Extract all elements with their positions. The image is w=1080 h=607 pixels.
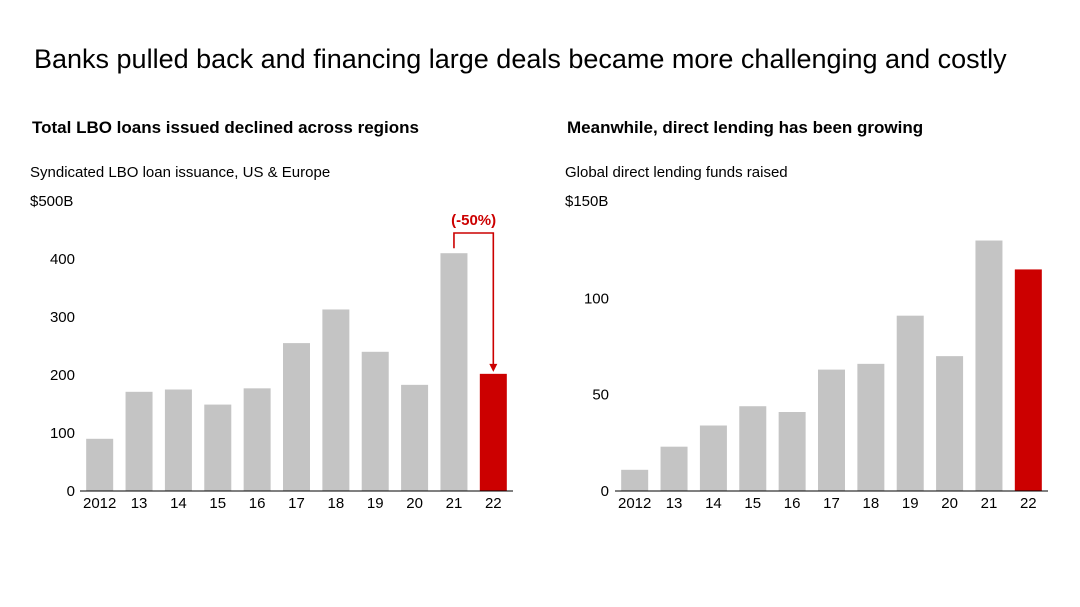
direct-lending-bar-2012 xyxy=(621,469,649,491)
lbo-bar-19 xyxy=(361,351,389,491)
direct-lending-xtick-label: 16 xyxy=(784,495,801,512)
lbo-xtick-label: 14 xyxy=(170,495,187,512)
lbo-ytick-label: 100 xyxy=(50,425,75,442)
direct-lending-xtick-label: 18 xyxy=(863,495,880,512)
lbo-xtick-label: 21 xyxy=(446,495,463,512)
direct-lending-bar-17 xyxy=(818,369,845,491)
direct-lending-bar-22 xyxy=(1014,269,1042,491)
lbo-xtick-label: 18 xyxy=(328,495,345,512)
lbo-xtick-label: 13 xyxy=(131,495,148,512)
lbo-bar-22 xyxy=(479,373,507,491)
direct-lending-xtick-label: 15 xyxy=(744,495,761,512)
lbo-bar-2012 xyxy=(86,438,114,491)
lbo-xtick-label: 16 xyxy=(249,495,266,512)
direct-lending-xtick-label: 2012 xyxy=(618,495,651,512)
right-chart-caption: Global direct lending funds raised xyxy=(565,164,788,181)
direct-lending-xtick-label: 19 xyxy=(902,495,919,512)
right-chart-unit-label: $150B xyxy=(565,193,609,210)
lbo-ytick-label: 200 xyxy=(50,367,75,384)
direct-lending-bar-21 xyxy=(975,240,1003,491)
left-chart-unit-label: $500B xyxy=(30,193,74,210)
direct-lending-xtick-label: 14 xyxy=(705,495,722,512)
lbo-bar-15 xyxy=(204,404,232,491)
lbo-bar-21 xyxy=(440,253,468,491)
lbo-ytick-label: 400 xyxy=(50,251,75,268)
direct-lending-bar-13 xyxy=(660,446,688,491)
lbo-bar-20 xyxy=(401,384,429,491)
left-chart-subtitle: Total LBO loans issued declined across r… xyxy=(32,118,420,137)
direct-lending-xtick-label: 20 xyxy=(941,495,958,512)
direct-lending-xtick-label: 13 xyxy=(666,495,683,512)
lbo-xtick-label: 17 xyxy=(288,495,305,512)
direct-lending-bar-19 xyxy=(896,315,924,491)
lbo-xtick-label: 20 xyxy=(406,495,423,512)
lbo-annotation-arrowhead xyxy=(489,363,498,372)
lbo-bar-14 xyxy=(164,389,192,491)
left-chart-caption: Syndicated LBO loan issuance, US & Europ… xyxy=(30,164,331,181)
direct-lending-bar-18 xyxy=(857,363,885,491)
direct-lending-xtick-label: 22 xyxy=(1020,495,1037,512)
lbo-xtick-label: 15 xyxy=(209,495,226,512)
direct-lending-xtick-label: 21 xyxy=(981,495,998,512)
lbo-ytick-label: 0 xyxy=(67,483,75,500)
lbo-annotation-bracket xyxy=(453,232,495,366)
lbo-bar-18 xyxy=(322,309,350,491)
right-chart-subtitle: Meanwhile, direct lending has been growi… xyxy=(567,118,924,137)
lbo-xtick-label: 2012 xyxy=(83,495,116,512)
headline: Banks pulled back and financing large de… xyxy=(34,44,1007,74)
lbo-bar-13 xyxy=(125,391,153,491)
lbo-annotation-label: (-50%) xyxy=(451,212,496,229)
direct-lending-ytick-label: 50 xyxy=(592,387,609,404)
lbo-xtick-label: 22 xyxy=(485,495,502,512)
direct-lending-xtick-label: 17 xyxy=(823,495,840,512)
direct-lending-bar-14 xyxy=(699,425,727,491)
lbo-change-annotation: (-50%) xyxy=(451,212,498,372)
lbo-bar-17 xyxy=(283,343,310,491)
lbo-xtick-label: 19 xyxy=(367,495,384,512)
direct-lending-ytick-label: 0 xyxy=(601,483,609,500)
direct-lending-bar-16 xyxy=(778,412,806,491)
lbo-ytick-label: 300 xyxy=(50,309,75,326)
lbo-loan-issuance-chart: 0 100 200 300 400 2012 13 14 15 16 17 18 19 20 21 22 (-5… xyxy=(50,212,513,512)
lbo-bar-16 xyxy=(243,388,271,491)
direct-lending-ytick-label: 100 xyxy=(584,290,609,307)
direct-lending-bar-15 xyxy=(739,406,767,491)
direct-lending-bar-20 xyxy=(936,356,964,491)
